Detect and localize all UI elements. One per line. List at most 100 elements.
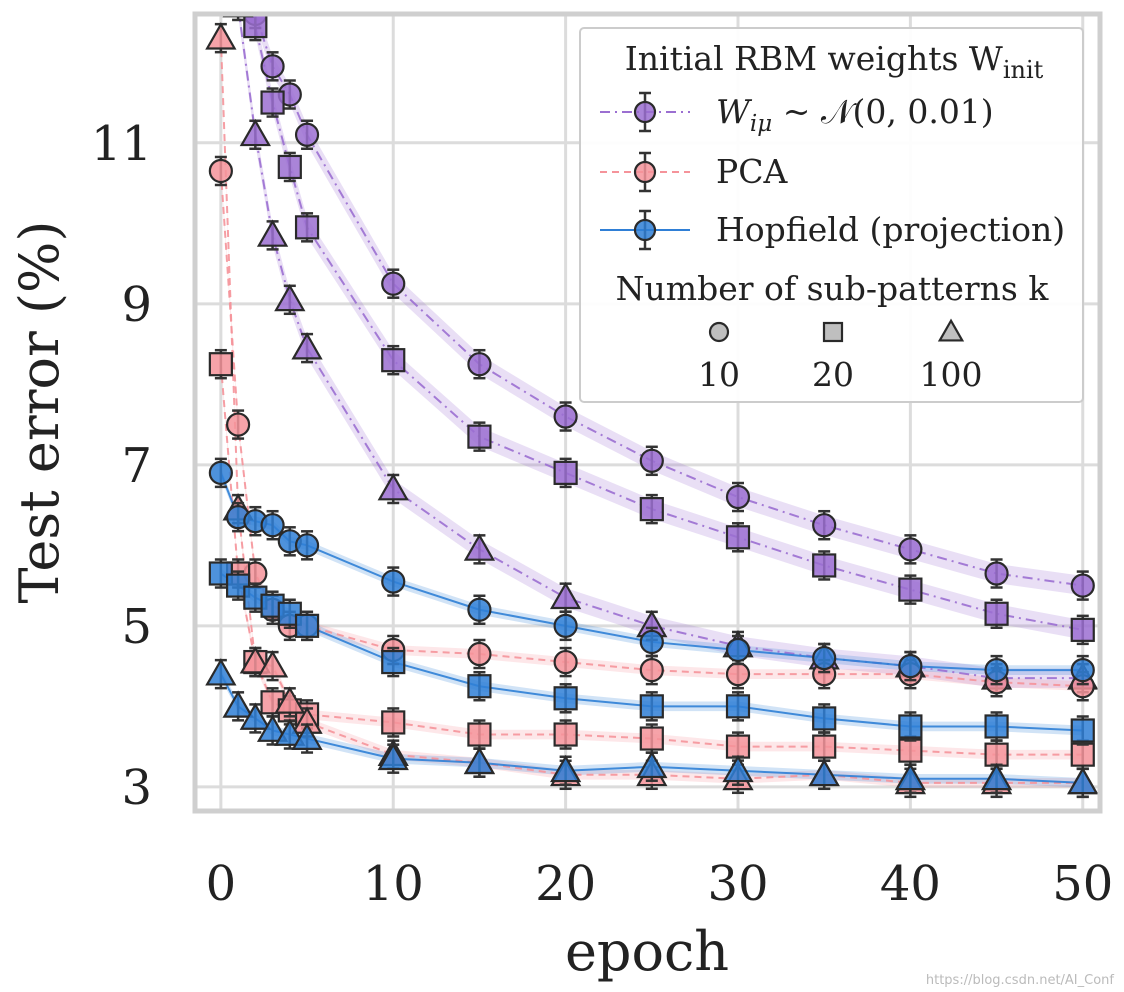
legend-label: PCA [716, 152, 788, 191]
circle-marker [639, 629, 664, 655]
square-marker [381, 710, 406, 735]
x-tick-label: 40 [880, 856, 941, 912]
triangle-marker [239, 646, 271, 674]
circle-marker [260, 54, 285, 79]
legend: Initial RBM weights Winit Wiμ ~ 𝒩(0, 0.0… [579, 27, 1084, 403]
square-marker [467, 722, 492, 747]
circle-marker [208, 158, 233, 184]
triangle-marker [894, 762, 927, 791]
circle-marker [633, 100, 657, 124]
triangle-marker [1067, 766, 1099, 795]
confidence-band [237, 14, 1083, 688]
y-tick-label: 9 [121, 277, 152, 333]
circle-marker [639, 658, 664, 683]
circle-marker [1070, 658, 1095, 683]
square-marker [553, 686, 578, 711]
circle-marker [381, 271, 406, 296]
square-marker [984, 601, 1009, 626]
square-marker [812, 706, 837, 731]
triangle-marker [377, 742, 409, 771]
square-marker [208, 352, 233, 377]
x-tick-label: 50 [1052, 856, 1113, 912]
square-marker [381, 348, 406, 373]
square-marker [1070, 617, 1095, 642]
triangle-marker [291, 332, 323, 360]
circle-marker [467, 641, 492, 667]
circle-marker [553, 613, 578, 638]
square-marker [984, 714, 1009, 739]
y-axis-label: Test error (%) [8, 221, 71, 604]
y-tick-label: 3 [121, 760, 152, 816]
triangle-marker [549, 754, 582, 783]
y-tick-label: 11 [91, 116, 152, 172]
square-marker [277, 154, 302, 180]
x-axis-label: epoch [565, 920, 729, 983]
square-marker [725, 694, 751, 719]
circle-marker [898, 537, 923, 562]
circle-marker [812, 513, 837, 538]
legend-box [579, 27, 1084, 403]
square-marker [639, 726, 664, 751]
legend-title: Initial RBM weights Winit [625, 39, 1044, 84]
circle-marker [553, 649, 578, 675]
triangle-marker [256, 714, 289, 742]
x-tick-label: 10 [363, 856, 424, 912]
triangle-marker [291, 722, 323, 750]
circle-marker [633, 160, 657, 184]
x-tick-label: 30 [707, 856, 768, 912]
legend-marker-title: Number of sub-patterns k [616, 269, 1050, 308]
legend-entries: Wiμ ~ 𝒩(0, 0.01) PCA Hopfield (projection) [600, 91, 1065, 251]
square-marker [725, 734, 751, 759]
square-marker [467, 424, 492, 449]
circle-marker [225, 412, 251, 437]
circle-marker [1070, 573, 1095, 598]
x-tick-label: 0 [206, 856, 237, 912]
square-marker [639, 497, 664, 522]
legend-label: Hopfield (projection) [716, 210, 1065, 249]
triangle-marker [808, 758, 840, 787]
triangle-marker [722, 754, 754, 783]
square-marker [381, 649, 406, 675]
circle-marker [812, 645, 837, 671]
square-marker [467, 674, 492, 699]
square-marker [294, 215, 320, 240]
legend-marker-label: 20 [812, 355, 854, 394]
square-marker [1070, 742, 1095, 767]
circle-marker [639, 448, 664, 473]
circle-marker [294, 533, 320, 558]
circle-marker [725, 484, 751, 510]
square-marker [639, 694, 664, 719]
square-marker [1070, 718, 1095, 743]
triangle-marker [937, 318, 965, 342]
square-marker [294, 613, 320, 638]
triangle-marker [636, 750, 668, 779]
legend-label: Wiμ ~ 𝒩(0, 0.01) [716, 92, 994, 137]
circle-marker [725, 637, 751, 663]
triangle-marker [256, 650, 289, 678]
circle-marker [467, 352, 492, 377]
triangle-marker [463, 746, 496, 775]
triangle-marker [239, 118, 271, 147]
triangle-marker [377, 473, 409, 501]
circle-marker [467, 597, 492, 622]
square-marker [725, 525, 751, 550]
triangle-marker [222, 690, 254, 718]
legend-marker-label: 100 [920, 355, 983, 394]
confidence-band [249, 14, 1083, 640]
watermark: https://blog.csdn.net/AI_Conf [926, 973, 1115, 988]
circle-marker [725, 662, 751, 687]
circle-marker [898, 653, 923, 679]
legend-marker-label: 10 [698, 355, 740, 394]
circle-marker [553, 404, 578, 429]
triangle-marker [205, 658, 237, 686]
square-marker [260, 90, 285, 115]
square-marker [243, 14, 268, 39]
square-marker [812, 734, 837, 759]
square-marker [898, 577, 923, 602]
triangle-marker [205, 22, 237, 50]
triangle-marker [256, 219, 289, 247]
square-marker [898, 738, 923, 763]
triangle-marker [239, 702, 271, 730]
y-tick-label: 5 [121, 599, 152, 655]
